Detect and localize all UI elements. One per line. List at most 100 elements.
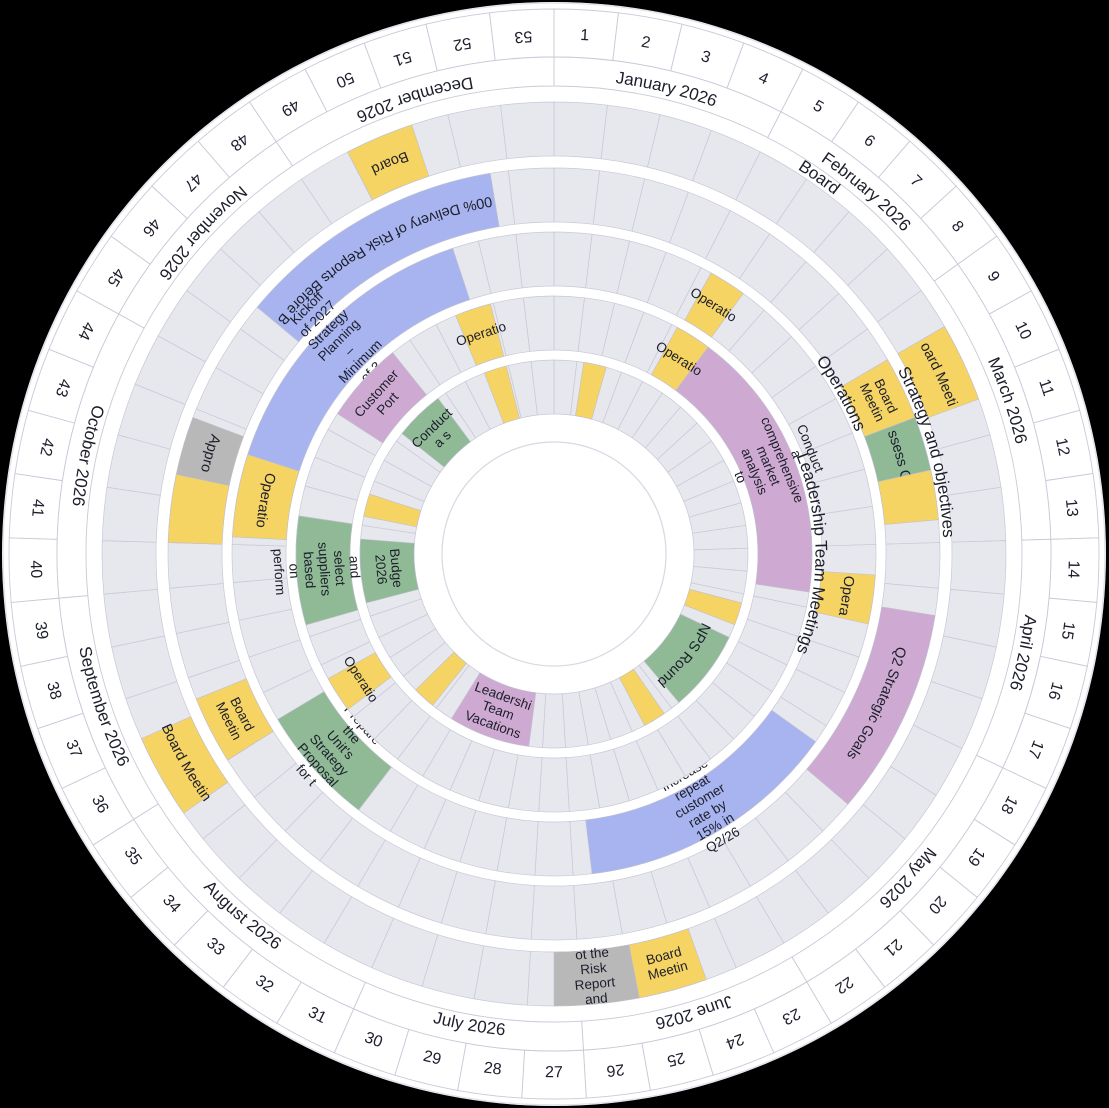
svg-text:2026: 2026 [372, 554, 390, 585]
increase-repeat-customer-rate-bar[interactable] [585, 709, 817, 875]
week-number-label: 29 [421, 1048, 442, 1069]
month-cell[interactable] [275, 56, 555, 167]
ring-week-cell[interactable] [515, 231, 555, 289]
inner-yellow-dec[interactable] [483, 365, 520, 424]
operations-yellow-april[interactable] [815, 571, 876, 625]
week-number-label: 39 [31, 621, 50, 641]
task-bar-label: Opera [835, 575, 857, 618]
week-number-label: 23 [779, 1004, 803, 1027]
week-number-label: 14 [1064, 560, 1082, 578]
week-number-label: 38 [43, 680, 64, 702]
svg-text:suppliers: suppliers [315, 542, 334, 597]
board-meeting-december[interactable] [347, 124, 430, 201]
svg-text:based: based [301, 551, 318, 589]
ring-week-cell[interactable] [553, 101, 608, 160]
budget-2026-bar[interactable] [359, 538, 419, 604]
week-number-label: 31 [305, 1004, 329, 1027]
customer-portfolio-bar[interactable] [337, 352, 427, 444]
ring-week-cell[interactable] [167, 542, 224, 589]
ring-week-cell[interactable] [542, 693, 566, 749]
week-number-label: 52 [452, 34, 473, 54]
board-meeting-september[interactable] [141, 716, 229, 814]
svg-text:and: and [346, 555, 362, 578]
inner-yellow-oct[interactable] [363, 493, 422, 528]
lt-operations-yellow-sept[interactable] [327, 652, 392, 710]
kickoff-2027-strategy-planning-bar[interactable] [247, 247, 471, 472]
ring-week-cell[interactable] [500, 101, 555, 160]
week-number-label: 43 [52, 377, 74, 399]
risk-reports-delivery-bar[interactable] [256, 172, 500, 343]
approval-bar[interactable] [175, 417, 244, 486]
inner-yellow-april[interactable] [683, 588, 743, 626]
ring-week-cell[interactable] [534, 821, 574, 877]
week-number-label: 12 [1052, 437, 1072, 458]
week-number-label: 26 [606, 1060, 626, 1079]
ring-week-cell[interactable] [884, 542, 941, 589]
svg-text:and: and [584, 990, 608, 1007]
risk-report-approval-bar[interactable] [553, 944, 640, 1007]
lt-operations-yellow-feb[interactable] [651, 326, 709, 391]
ring-week-cell[interactable] [101, 540, 158, 595]
week-number-label: 24 [723, 1030, 746, 1052]
ring-week-cell[interactable] [507, 167, 555, 225]
week-number-label: 41 [28, 498, 47, 517]
svg-text:Risk: Risk [580, 960, 608, 977]
leadership-team-vacations-bar[interactable] [450, 672, 537, 747]
center-hole [441, 441, 667, 667]
week-number-label: 51 [391, 47, 413, 69]
board-meeting-march[interactable] [897, 326, 980, 419]
inner-yellow-may[interactable] [618, 668, 665, 726]
svg-text:Report: Report [574, 974, 616, 993]
operations-yellow-feb[interactable] [684, 272, 744, 338]
prepare-strategy-proposal-bar[interactable] [277, 691, 392, 811]
calendar-ring: 1 234567891011121314151617181920212223242… [8, 8, 1100, 1100]
market-analysis-bar[interactable] [675, 346, 813, 593]
week-number-label: 36 [88, 793, 112, 817]
week-number-label: 27 [545, 1064, 563, 1081]
svg-text:ot the: ot the [574, 945, 609, 963]
ring-week-cell[interactable] [473, 945, 531, 1006]
week-number-label: 13 [1062, 498, 1081, 517]
week-cell[interactable] [521, 1049, 587, 1100]
strategy-board-meeting-sept[interactable] [195, 678, 274, 761]
inner-yellow-jan[interactable] [575, 361, 607, 420]
strategy-yellow-bar-march[interactable] [877, 469, 939, 525]
week-number-label: 37 [62, 738, 84, 761]
evaluate-suppliers-bar[interactable] [295, 515, 359, 626]
ring-week-cell[interactable] [530, 359, 555, 416]
week-number-label: 28 [483, 1060, 503, 1079]
svg-text:on: on [286, 563, 302, 579]
week-number-label: 16 [1044, 680, 1065, 702]
conduct-survey-bar[interactable] [401, 397, 471, 468]
week-number-label: 49 [278, 96, 302, 120]
svg-text:Budge: Budge [387, 548, 405, 588]
ring-week-cell[interactable] [553, 167, 601, 225]
week-number-label: 30 [362, 1029, 385, 1051]
operations-yellow-oct[interactable] [232, 454, 300, 541]
week-number-label: 53 [514, 27, 533, 45]
svg-text:perform: perform [270, 548, 288, 595]
q2-strategic-goals-bar[interactable] [806, 606, 936, 805]
inner-yellow-aug[interactable] [415, 651, 467, 706]
week-number-label: 50 [333, 68, 356, 91]
svg-text:to: to [731, 469, 749, 485]
strategy-yellow-bar-oct[interactable] [167, 474, 230, 545]
ring-week-cell[interactable] [950, 540, 1007, 595]
ring-week-cell[interactable] [538, 757, 570, 813]
week-number-label: 18 [997, 793, 1021, 817]
enps-rounds-bar[interactable] [643, 613, 730, 703]
ring-week-cell[interactable] [101, 486, 161, 543]
ring-week-cell[interactable] [530, 885, 578, 941]
week-number-label: 11 [1035, 377, 1056, 398]
ring-week-cell[interactable] [523, 295, 555, 352]
week-number-label: 17 [1024, 738, 1047, 761]
lt-operations-yellow-dec[interactable] [455, 303, 505, 366]
week-number-label: 40 [27, 560, 45, 578]
